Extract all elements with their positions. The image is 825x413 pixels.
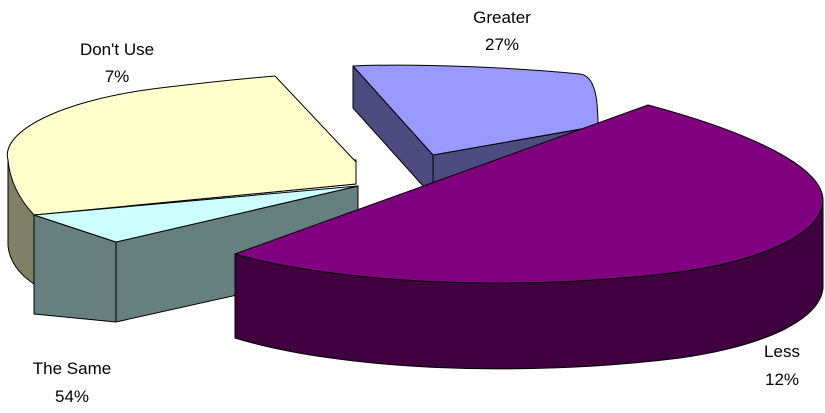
- slice-greater-top: [352, 64, 599, 156]
- slice-the-same-top: [33, 185, 359, 243]
- slice-dont-use: [6, 75, 357, 285]
- label-less-name: Less: [764, 342, 800, 361]
- label-less-value: 12%: [765, 370, 799, 389]
- slice-less-top: [234, 104, 824, 284]
- label-dont-use-name: Don't Use: [80, 40, 154, 59]
- label-dont-use-value: 7%: [105, 67, 130, 86]
- label-the-same-name: The Same: [33, 359, 111, 378]
- slice-less: [234, 104, 824, 370]
- label-greater-value: 27%: [485, 35, 519, 54]
- slice-dont-use-top: [6, 75, 357, 216]
- label-greater-name: Greater: [473, 8, 531, 27]
- label-the-same-value: 54%: [55, 387, 89, 406]
